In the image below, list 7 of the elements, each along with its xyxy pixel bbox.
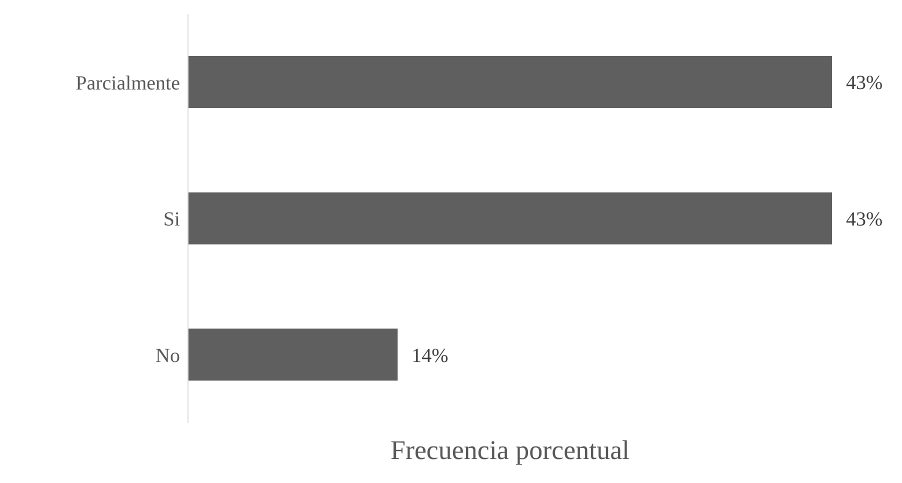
data-label: 14%: [412, 344, 448, 367]
x-axis-title: Frecuencia porcentual: [390, 435, 630, 465]
y-tick-label: Parcialmente: [76, 72, 180, 94]
data-label: 43%: [846, 72, 883, 94]
y-tick-label: No: [156, 344, 180, 367]
data-label: 43%: [846, 208, 883, 230]
y-tick-label: Si: [163, 208, 180, 231]
